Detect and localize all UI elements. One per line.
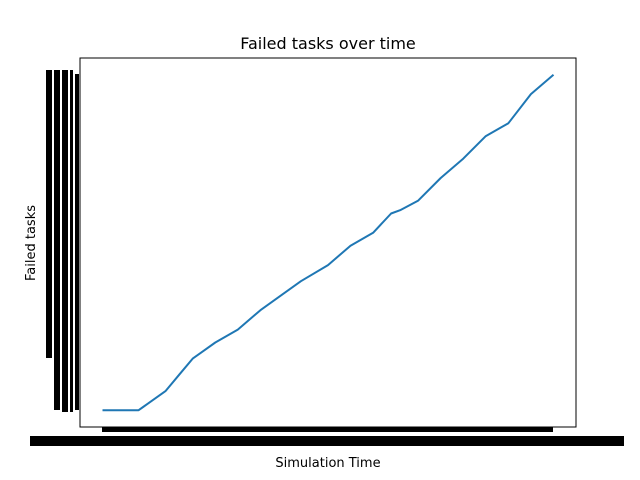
chart-title: Failed tasks over time: [240, 34, 416, 53]
y-tick-band-1: [46, 70, 52, 358]
y-tick-band-4: [70, 70, 73, 412]
y-tick-band-2: [54, 70, 60, 410]
plot-area: [79, 57, 577, 428]
x-ticks: [102, 427, 553, 432]
y-axis-label: Failed tasks: [24, 205, 39, 281]
y-ticks: [75, 74, 79, 410]
x-axis-label: Simulation Time: [275, 456, 380, 471]
y-tick-labels: [46, 70, 73, 412]
series-line-failed-tasks: [102, 74, 555, 412]
x-tick-labels: [30, 436, 624, 446]
y-tick-band-3: [62, 70, 68, 412]
